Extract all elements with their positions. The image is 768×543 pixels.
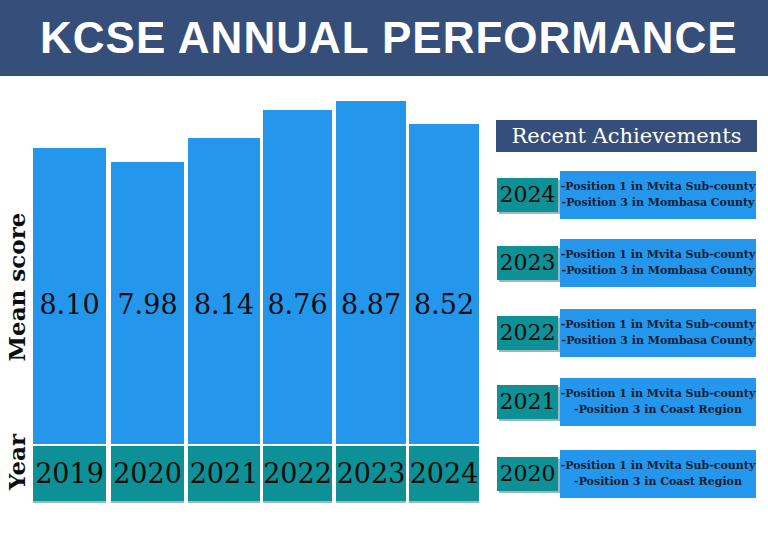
achievement-line: -Position 3 in Mombasa County xyxy=(562,263,755,279)
achievement-year-2021: 2021 xyxy=(497,385,558,419)
achievement-line: -Position 1 in Mvita Sub-county xyxy=(561,247,756,263)
achievement-year-2024: 2024 xyxy=(497,178,558,212)
achievement-line: -Position 3 in Mombasa County xyxy=(562,195,755,211)
achievement-box-2022: -Position 1 in Mvita Sub-county-Position… xyxy=(560,309,756,357)
achievement-year-2023: 2023 xyxy=(497,246,558,280)
bar-value-label: 8.76 xyxy=(263,288,332,322)
achievement-box-2021: -Position 1 in Mvita Sub-county-Position… xyxy=(560,378,756,426)
bar-value-label: 8.52 xyxy=(409,288,479,322)
x-tick-2021: 2021 xyxy=(188,446,260,501)
achievement-line: -Position 1 in Mvita Sub-county xyxy=(561,179,756,195)
x-tick-2020: 2020 xyxy=(111,446,184,501)
bar-value-label: 7.98 xyxy=(111,288,184,322)
x-tick-2023: 2023 xyxy=(336,446,406,501)
bar-value-label: 8.87 xyxy=(336,288,406,322)
bar-value-label: 8.14 xyxy=(188,288,260,322)
x-tick-2024: 2024 xyxy=(409,446,479,501)
achievement-line: -Position 3 in Coast Region xyxy=(574,402,742,418)
infographic-canvas: KCSE ANNUAL PERFORMANCE Mean score Year … xyxy=(0,0,768,543)
bar-2022 xyxy=(263,110,332,444)
x-tick-2019: 2019 xyxy=(33,446,106,501)
page-title: KCSE ANNUAL PERFORMANCE xyxy=(0,13,738,63)
achievement-line: -Position 3 in Coast Region xyxy=(574,474,742,490)
x-tick-2022: 2022 xyxy=(263,446,332,501)
achievement-year-2020: 2020 xyxy=(497,457,558,491)
achievement-box-2020: -Position 1 in Mvita Sub-county-Position… xyxy=(560,450,756,498)
achievement-line: -Position 1 in Mvita Sub-county xyxy=(561,386,756,402)
achievement-line: -Position 1 in Mvita Sub-county xyxy=(561,458,756,474)
achievement-line: -Position 3 in Mombasa County xyxy=(562,333,755,349)
y-axis-label: Mean score xyxy=(3,213,30,362)
achievement-box-2024: -Position 1 in Mvita Sub-county-Position… xyxy=(560,171,756,219)
bar-2024 xyxy=(409,124,479,444)
bar-value-label: 8.10 xyxy=(33,288,106,322)
achievements-title-box: Recent Achievements xyxy=(496,120,757,152)
achievement-line: -Position 1 in Mvita Sub-county xyxy=(561,317,756,333)
header-banner: KCSE ANNUAL PERFORMANCE xyxy=(0,0,768,76)
achievement-year-2022: 2022 xyxy=(497,316,558,350)
achievement-box-2023: -Position 1 in Mvita Sub-county-Position… xyxy=(560,239,756,287)
achievements-title: Recent Achievements xyxy=(511,124,741,148)
x-axis-label: Year xyxy=(3,434,30,490)
bar-2023 xyxy=(336,101,406,444)
